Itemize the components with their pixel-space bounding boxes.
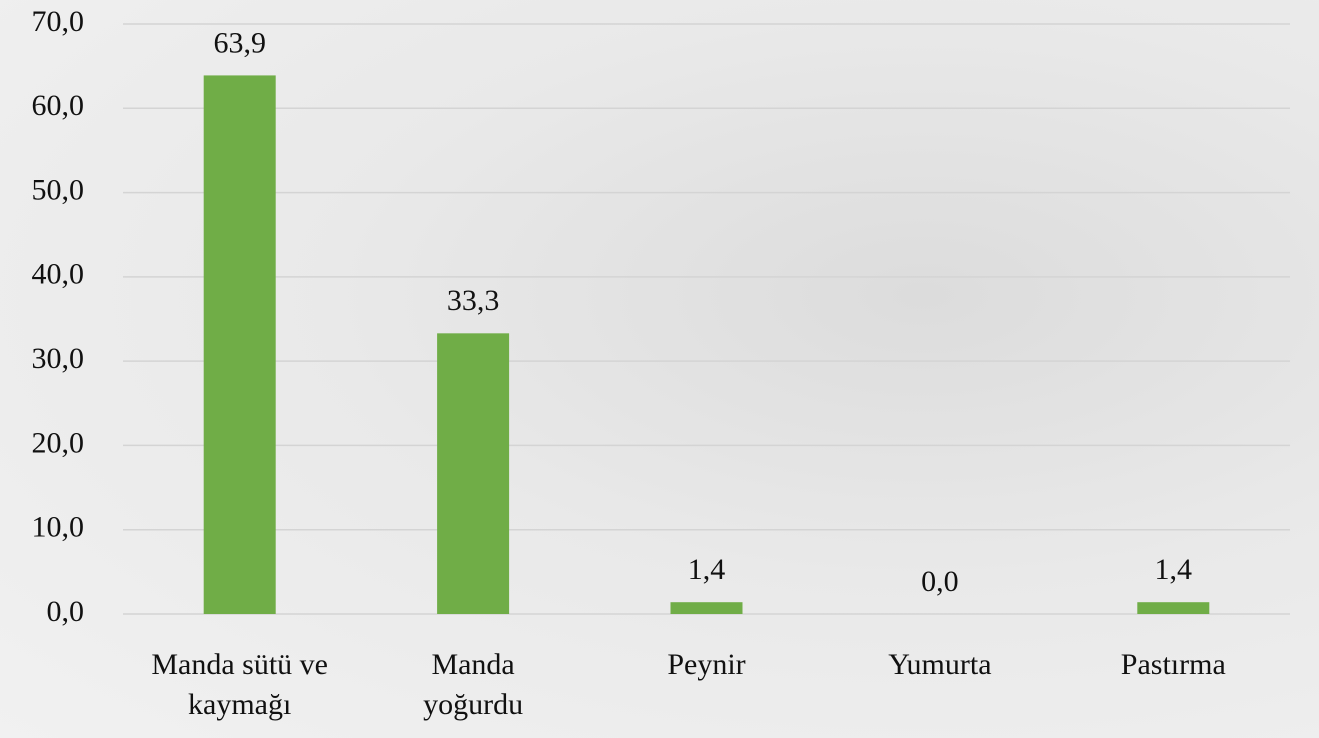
y-tick-label: 30,0: [32, 342, 85, 375]
y-tick-label: 0,0: [47, 595, 85, 628]
x-tick-label: Pastırma: [1120, 648, 1226, 681]
y-tick-label: 40,0: [32, 258, 85, 291]
y-tick-label: 70,0: [32, 5, 85, 38]
data-label: 1,4: [688, 553, 726, 586]
y-tick-label: 50,0: [32, 173, 85, 206]
data-label: 33,3: [447, 284, 500, 317]
bar: [1137, 602, 1210, 614]
bar: [437, 333, 510, 614]
x-tick-label: Manda yoğurdu: [423, 648, 524, 721]
y-tick-label: 60,0: [32, 89, 85, 122]
bar: [670, 602, 743, 614]
x-tick-label: Manda sütü ve kaymağı: [151, 648, 328, 721]
x-tick-label: Yumurta: [888, 648, 992, 681]
x-tick-label: Peynir: [667, 648, 746, 681]
data-label: 0,0: [921, 565, 959, 598]
y-tick-label: 10,0: [32, 511, 85, 544]
data-label: 1,4: [1155, 553, 1193, 586]
data-label: 63,9: [213, 26, 266, 59]
y-tick-label: 20,0: [32, 426, 85, 459]
bar: [203, 75, 276, 614]
